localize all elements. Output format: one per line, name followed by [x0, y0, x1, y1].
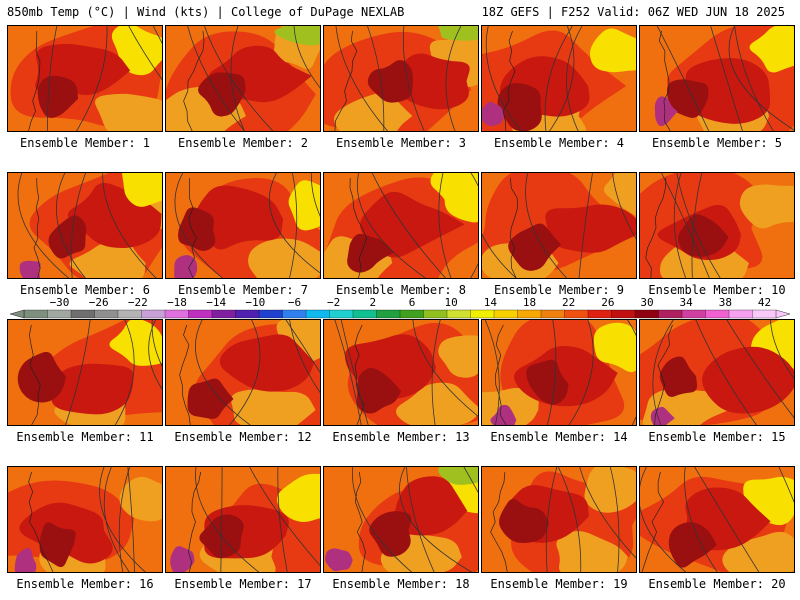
ensemble-member-label: Ensemble Member: 7: [177, 283, 309, 297]
temperature-field-map: [640, 26, 794, 131]
ensemble-member-label: Ensemble Member: 10: [648, 283, 786, 297]
ensemble-member-label: Ensemble Member: 18: [332, 577, 470, 591]
header: 850mb Temp (°C) | Wind (kts) | College o…: [0, 0, 800, 24]
ensemble-map-panel: [165, 466, 321, 573]
colorbar-bar: [10, 309, 790, 319]
ensemble-map-panel: [481, 319, 637, 426]
ensemble-map-panel: [639, 25, 795, 132]
colorbar-tick-label: 14: [483, 296, 497, 309]
temperature-field-map: [8, 320, 162, 425]
ensemble-map-panel: [323, 172, 479, 279]
temperature-field-map: [166, 173, 320, 278]
ensemble-map-panel: [7, 466, 163, 573]
ensemble-member-label: Ensemble Member: 6: [19, 283, 151, 297]
colorbar-tick-label: 26: [601, 296, 615, 309]
colorbar-tick-label: −14: [206, 296, 227, 309]
temperature-field-map: [482, 26, 636, 131]
temperature-colorbar: −30 −26 −22 −18 −14 −10 −6 −2 2 6 10 14 18 22 26 30 34 38…: [10, 296, 790, 324]
colorbar-tick-label: 22: [562, 296, 576, 309]
colorbar-tick-label: 30: [640, 296, 654, 309]
colorbar-tick-label: 10: [444, 296, 458, 309]
colorbar-tick-label: 6: [408, 296, 416, 309]
run-valid-time: 18Z GEFS | F252 Valid: 06Z WED JUN 18 20…: [481, 5, 785, 19]
ensemble-member-label: Ensemble Member: 8: [335, 283, 467, 297]
temperature-field-map: [640, 467, 794, 572]
colorbar-tick-label: −18: [167, 296, 187, 309]
ensemble-map-panel: [7, 172, 163, 279]
ensemble-map-panel: [639, 172, 795, 279]
temperature-field-map: [166, 26, 320, 131]
colorbar-tick-label: −22: [127, 296, 148, 309]
ensemble-map-panel: [7, 25, 163, 132]
temperature-field-map: [640, 173, 794, 278]
ensemble-member-label: Ensemble Member: 17: [174, 577, 312, 591]
temperature-field-map: [8, 467, 162, 572]
temperature-field-map: [8, 26, 162, 131]
ensemble-map-panel: [639, 466, 795, 573]
ensemble-member-label: Ensemble Member: 20: [648, 577, 786, 591]
ensemble-member-label: Ensemble Member: 14: [490, 430, 628, 444]
colorbar-tick-label: −30: [49, 296, 70, 309]
ensemble-map-panel: [481, 466, 637, 573]
colorbar-tick-label: 18: [522, 296, 537, 309]
ensemble-member-label: Ensemble Member: 19: [490, 577, 628, 591]
ensemble-member-label: Ensemble Member: 2: [177, 136, 309, 150]
colorbar-tick-label: −6: [287, 296, 302, 309]
ensemble-member-label: Ensemble Member: 3: [335, 136, 467, 150]
ensemble-member-label: Ensemble Member: 16: [16, 577, 154, 591]
ensemble-map-panel: [481, 25, 637, 132]
colorbar-tick-label: −2: [327, 296, 341, 309]
colorbar-tick-label: −10: [245, 296, 266, 309]
ensemble-map-panel: [7, 319, 163, 426]
ensemble-member-label: Ensemble Member: 12: [174, 430, 312, 444]
ensemble-map-panel: [481, 172, 637, 279]
temperature-field-map: [166, 467, 320, 572]
temperature-field-map: [324, 320, 478, 425]
ensemble-member-label: Ensemble Member: 13: [332, 430, 470, 444]
colorbar-tick-label: 34: [679, 296, 693, 309]
ensemble-member-label: Ensemble Member: 15: [648, 430, 786, 444]
colorbar-tick-label: −26: [88, 296, 109, 309]
ensemble-map-panel: [323, 319, 479, 426]
product-title: 850mb Temp (°C) | Wind (kts) | College o…: [7, 5, 405, 19]
ensemble-map-panel: [165, 25, 321, 132]
ensemble-map-panel: [323, 466, 479, 573]
temperature-field-map: [324, 26, 478, 131]
temperature-field-map: [482, 467, 636, 572]
temperature-field-map: [482, 320, 636, 425]
colorbar-tick-label: 38: [718, 296, 732, 309]
ensemble-member-label: Ensemble Member: 4: [493, 136, 625, 150]
ensemble-member-label: Ensemble Member: 9: [493, 283, 625, 297]
ensemble-map-panel: [165, 172, 321, 279]
ensemble-member-label: Ensemble Member: 11: [16, 430, 154, 444]
temperature-field-map: [8, 173, 162, 278]
ensemble-member-label: Ensemble Member: 5: [651, 136, 783, 150]
colorbar-tick-label: 2: [369, 296, 377, 309]
temperature-field-map: [640, 320, 794, 425]
temperature-field-map: [324, 173, 478, 278]
ensemble-map-panel: [323, 25, 479, 132]
ensemble-map-panel: [639, 319, 795, 426]
temperature-field-map: [482, 173, 636, 278]
temperature-field-map: [166, 320, 320, 425]
ensemble-map-panel: [165, 319, 321, 426]
colorbar-tick-label: 42: [757, 296, 772, 309]
ensemble-member-label: Ensemble Member: 1: [19, 136, 151, 150]
temperature-field-map: [324, 467, 478, 572]
